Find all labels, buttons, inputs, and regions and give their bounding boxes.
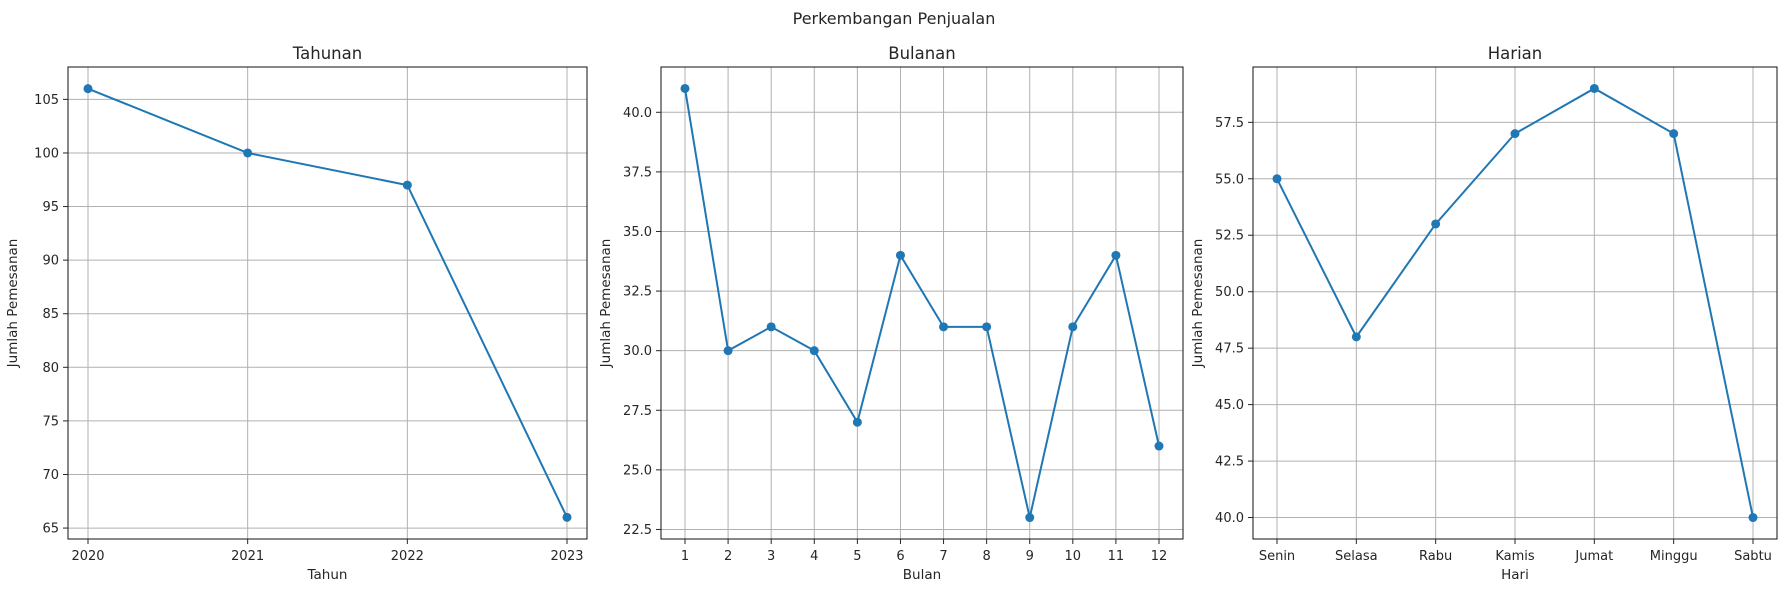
x-tick-label: 2 <box>724 549 732 564</box>
x-tick-label: 2023 <box>550 549 583 564</box>
data-point <box>1272 174 1282 184</box>
x-tick-label: Jumat <box>1574 549 1613 564</box>
data-point <box>852 417 862 427</box>
subplot-title: Harian <box>1488 44 1542 63</box>
x-tick-label: 12 <box>1151 549 1168 564</box>
x-tick-label: Minggu <box>1650 549 1698 564</box>
data-point <box>243 148 253 158</box>
subplot-1: 2020 2021 2022 2023 65 70 75 80 85 90 95 100 105 Tahu… <box>5 44 588 583</box>
data-point <box>1748 513 1758 523</box>
x-tick-label: 10 <box>1065 549 1082 564</box>
x-axis-label: Hari <box>1501 567 1529 583</box>
x-axis-label: Tahun <box>307 567 348 583</box>
x-tick-label: 11 <box>1108 549 1125 564</box>
y-tick-label: 57.5 <box>1215 116 1244 131</box>
y-tick-label: 40.0 <box>623 106 652 121</box>
x-tick-label: 5 <box>853 549 861 564</box>
data-point <box>402 180 412 190</box>
y-tick-label: 27.5 <box>623 404 652 419</box>
y-tick-label: 55.0 <box>1215 172 1244 187</box>
x-tick-label: 3 <box>767 549 775 564</box>
data-point <box>1669 129 1679 139</box>
y-tick-label: 90 <box>42 254 59 269</box>
data-point <box>1111 250 1121 260</box>
y-tick-label: 70 <box>42 468 59 483</box>
x-axis-label: Bulan <box>903 567 941 583</box>
x-tick-label: 2021 <box>231 549 264 564</box>
y-tick-label: 80 <box>42 361 59 376</box>
y-tick-label: 52.5 <box>1215 229 1244 244</box>
data-point <box>809 346 819 356</box>
data-point <box>982 322 992 332</box>
x-tick-label: Rabu <box>1419 549 1452 564</box>
data-point <box>723 346 733 356</box>
data-point <box>83 84 93 94</box>
y-tick-label: 42.5 <box>1215 455 1244 470</box>
figure-title: Perkembangan Penjualan <box>793 9 996 28</box>
axes-frame <box>67 66 588 540</box>
y-tick-label: 105 <box>34 93 59 108</box>
y-tick-label: 50.0 <box>1215 285 1244 300</box>
y-axis-label: Jumlah Pemesanan <box>5 239 21 369</box>
x-tick-label: Selasa <box>1335 549 1378 564</box>
y-tick-label: 30.0 <box>623 344 652 359</box>
x-tick-label: 2022 <box>391 549 424 564</box>
y-tick-label: 65 <box>42 522 59 537</box>
y-tick-label: 75 <box>42 414 59 429</box>
subplot-title: Tahunan <box>292 44 362 63</box>
y-tick-label: 37.5 <box>623 165 652 180</box>
x-tick-label: 7 <box>939 549 947 564</box>
data-point <box>1510 129 1520 139</box>
data-point <box>1589 83 1599 93</box>
x-tick-label: 8 <box>982 549 990 564</box>
data-point <box>766 322 776 332</box>
data-point <box>680 83 690 93</box>
y-tick-label: 25.0 <box>623 463 652 478</box>
data-point <box>1154 441 1164 451</box>
data-point <box>1025 513 1035 523</box>
y-tick-label: 22.5 <box>623 523 652 538</box>
x-tick-label: Sabtu <box>1734 549 1772 564</box>
data-point <box>562 512 572 522</box>
data-point <box>939 322 949 332</box>
y-tick-label: 35.0 <box>623 225 652 240</box>
data-point <box>895 250 905 260</box>
x-tick-label: 1 <box>681 549 689 564</box>
data-point <box>1431 219 1441 229</box>
data-point <box>1351 332 1361 342</box>
y-axis-label: Jumlah Pemesanan <box>1190 239 1206 369</box>
x-tick-label: Senin <box>1259 549 1295 564</box>
x-tick-label: 2020 <box>71 549 104 564</box>
data-point <box>1068 322 1078 332</box>
y-tick-label: 85 <box>42 307 59 322</box>
y-tick-label: 100 <box>34 146 59 161</box>
subplot-3: Senin Selasa Rabu Kamis Jumat Minggu Sabtu 40.0… <box>1190 44 1778 583</box>
y-tick-label: 45.0 <box>1215 398 1244 413</box>
x-tick-label: 9 <box>1026 549 1034 564</box>
y-tick-label: 47.5 <box>1215 342 1244 357</box>
series-line <box>87 87 568 518</box>
subplot-title: Bulanan <box>888 44 956 63</box>
y-tick-label: 40.0 <box>1215 511 1244 526</box>
x-tick-label: 6 <box>896 549 904 564</box>
subplot-2: 1 2 3 4 5 6 7 8 9 10 11 1222.525.027.530.032.535.03… <box>598 44 1184 583</box>
x-tick-label: 4 <box>810 549 818 564</box>
y-tick-label: 95 <box>42 200 59 215</box>
y-tick-label: 32.5 <box>623 285 652 300</box>
axes-frame <box>660 66 1184 540</box>
x-tick-label: Kamis <box>1495 549 1535 564</box>
y-axis-label: Jumlah Pemesanan <box>598 239 614 369</box>
series-line <box>684 88 1160 518</box>
